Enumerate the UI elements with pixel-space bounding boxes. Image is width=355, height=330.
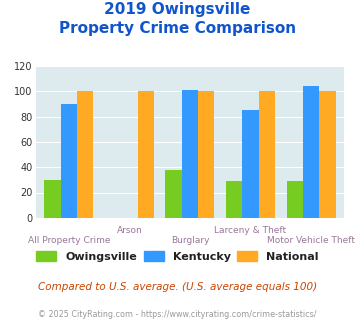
Bar (137, 91, 154, 218)
Text: Property Crime Comparison: Property Crime Comparison (59, 21, 296, 36)
Bar (319, 91, 335, 218)
Legend: Owingsville, Kentucky, National: Owingsville, Kentucky, National (36, 251, 319, 262)
Bar (286, 181, 303, 218)
Bar (242, 110, 259, 218)
Text: Burglary: Burglary (171, 236, 209, 245)
Bar (226, 181, 242, 218)
Bar (198, 91, 214, 218)
Bar (182, 90, 198, 218)
Bar (61, 104, 77, 218)
Bar (303, 86, 319, 218)
Bar (77, 91, 93, 218)
Text: 2019 Owingsville: 2019 Owingsville (104, 2, 251, 16)
Bar (259, 91, 275, 218)
Text: Larceny & Theft: Larceny & Theft (214, 226, 286, 235)
Text: Arson: Arson (116, 226, 142, 235)
Text: Compared to U.S. average. (U.S. average equals 100): Compared to U.S. average. (U.S. average … (38, 282, 317, 292)
Text: All Property Crime: All Property Crime (28, 236, 110, 245)
Text: © 2025 CityRating.com - https://www.cityrating.com/crime-statistics/: © 2025 CityRating.com - https://www.city… (38, 310, 317, 319)
Text: Motor Vehicle Theft: Motor Vehicle Theft (267, 236, 355, 245)
Bar (165, 170, 182, 218)
Bar (44, 180, 61, 218)
